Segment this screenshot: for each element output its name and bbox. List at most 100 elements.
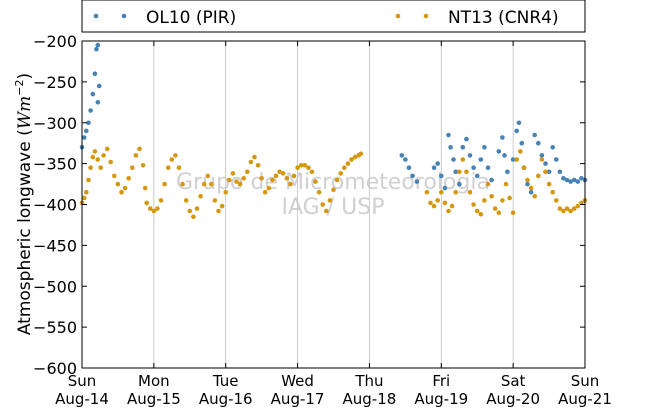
series-1-point-111 bbox=[525, 177, 530, 183]
series-1-point-58 bbox=[273, 173, 279, 179]
series-1-point-5 bbox=[90, 154, 96, 160]
series-1-point-109 bbox=[518, 149, 523, 154]
series-1-point-119 bbox=[554, 198, 559, 203]
series-1-point-114 bbox=[536, 173, 541, 179]
series-1-point-23 bbox=[148, 206, 153, 211]
series-1-point-121 bbox=[561, 208, 566, 214]
x-tick-date-2: Aug-16 bbox=[199, 390, 253, 408]
series-1-point-45 bbox=[227, 177, 232, 183]
series-1-point-104 bbox=[500, 198, 505, 203]
x-tick-day-4: Thu bbox=[354, 372, 383, 390]
series-0-point-27 bbox=[467, 153, 473, 158]
y-axis-label: Atmospheric longwave (Wm−2) bbox=[13, 73, 35, 335]
series-1-point-112 bbox=[528, 185, 534, 191]
series-1-point-64 bbox=[295, 165, 300, 170]
series-1-point-19 bbox=[137, 146, 142, 152]
x-tick-day-5: Fri bbox=[432, 372, 450, 390]
series-1-point-6 bbox=[92, 149, 98, 154]
series-0-point-12 bbox=[403, 157, 408, 162]
series-1-point-26 bbox=[158, 198, 164, 203]
series-1-point-68 bbox=[309, 169, 315, 175]
x-tick-day-0: Sun bbox=[68, 372, 97, 390]
series-0-point-5 bbox=[90, 91, 96, 97]
series-1-point-77 bbox=[342, 165, 347, 170]
series-1-point-103 bbox=[496, 210, 502, 215]
series-1-point-27 bbox=[162, 181, 167, 187]
series-1-point-1 bbox=[81, 195, 87, 201]
series-1-point-87 bbox=[439, 189, 444, 195]
x-tick-date-7: Aug-21 bbox=[558, 390, 612, 408]
series-1-point-9 bbox=[101, 153, 106, 158]
series-0-point-31 bbox=[482, 145, 487, 150]
series-1-point-122 bbox=[564, 206, 570, 211]
series-0-point-20 bbox=[446, 132, 451, 138]
series-1-point-46 bbox=[230, 171, 236, 176]
series-0-point-4 bbox=[88, 108, 93, 113]
series-0-point-37 bbox=[505, 169, 510, 175]
x-tick-date-5: Aug-19 bbox=[414, 390, 468, 408]
series-0-point-38 bbox=[510, 157, 516, 162]
x-tick-date-4: Aug-18 bbox=[343, 390, 397, 408]
series-0-point-35 bbox=[500, 135, 505, 140]
series-0-point-13 bbox=[406, 165, 412, 170]
series-1-point-42 bbox=[216, 208, 221, 214]
series-1-point-124 bbox=[571, 206, 577, 211]
series-0-point-25 bbox=[460, 145, 466, 150]
series-1-point-93 bbox=[460, 157, 466, 162]
series-0-point-9 bbox=[96, 83, 102, 89]
series-1-point-90 bbox=[449, 203, 455, 209]
series-1-point-52 bbox=[252, 154, 257, 160]
legend-entry-1: NT13 (CNR4) bbox=[395, 8, 559, 28]
series-1-point-14 bbox=[119, 189, 124, 195]
series-1-point-85 bbox=[431, 203, 437, 209]
series-0-point-23 bbox=[453, 169, 459, 175]
series-1-point-21 bbox=[142, 185, 148, 191]
series-0-point-2 bbox=[84, 128, 89, 134]
series-0-point-11 bbox=[399, 153, 405, 158]
series-1-point-60 bbox=[280, 171, 286, 176]
series-1-point-38 bbox=[201, 181, 207, 187]
y-tick-label-3: −450 bbox=[33, 236, 77, 255]
series-0-point-7 bbox=[94, 46, 99, 52]
series-1-point-116 bbox=[543, 169, 548, 175]
series-1-point-70 bbox=[316, 189, 322, 195]
y-tick-label-2: −500 bbox=[33, 277, 77, 296]
series-0-point-28 bbox=[471, 165, 476, 170]
y-axis-label-close: ) bbox=[15, 73, 35, 80]
series-1-point-34 bbox=[187, 208, 193, 214]
legend-marker-1a bbox=[395, 13, 401, 19]
series-0-point-22 bbox=[451, 157, 456, 162]
series-1-point-48 bbox=[237, 181, 243, 187]
series-0-point-8 bbox=[95, 42, 101, 48]
series-1-point-118 bbox=[550, 189, 555, 195]
series-1-point-91 bbox=[453, 189, 459, 195]
x-axis-ticks: SunAug-14MonAug-15TueAug-16WedAug-17ThuA… bbox=[55, 41, 612, 408]
series-0-point-17 bbox=[435, 161, 441, 166]
series-1-point-89 bbox=[446, 208, 451, 214]
series-1-point-106 bbox=[507, 195, 512, 201]
legend-marker-0a bbox=[93, 13, 99, 19]
series-1-point-53 bbox=[255, 163, 261, 168]
series-1-point-35 bbox=[191, 214, 196, 220]
series-0-point-48 bbox=[543, 161, 548, 166]
x-tick-day-2: Tue bbox=[212, 372, 239, 390]
series-0-point-55 bbox=[568, 179, 573, 184]
series-1-point-72 bbox=[324, 208, 329, 214]
legend-label-1: NT13 (CNR4) bbox=[448, 8, 559, 28]
series-1-point-125 bbox=[575, 203, 581, 209]
series-1-point-12 bbox=[112, 173, 117, 179]
series-1-point-50 bbox=[245, 169, 250, 175]
series-1-point-120 bbox=[557, 206, 563, 211]
series-1-point-92 bbox=[457, 169, 462, 175]
series-0-point-24 bbox=[457, 181, 462, 187]
series-1-point-28 bbox=[165, 165, 171, 170]
series-1-point-2 bbox=[84, 189, 89, 195]
series-1-point-4 bbox=[88, 165, 93, 170]
series-1-point-10 bbox=[104, 146, 110, 152]
series-0-point-49 bbox=[546, 169, 552, 175]
series-1-point-66 bbox=[302, 163, 308, 168]
series-1-point-105 bbox=[503, 181, 509, 187]
series-1 bbox=[79, 146, 588, 220]
y-tick-label-5: −350 bbox=[33, 155, 77, 174]
